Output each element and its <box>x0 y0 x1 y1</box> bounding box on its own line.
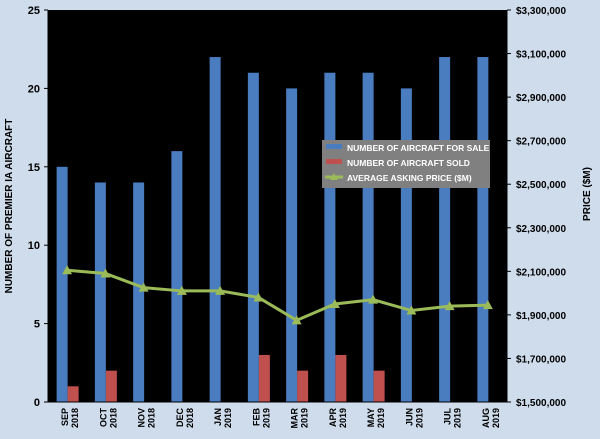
legend-label: NUMBER OF AIRCRAFT FOR SALE <box>347 143 490 153</box>
y2-tick-label: $2,100,000 <box>516 267 566 278</box>
bar-sold <box>373 370 385 402</box>
bar-sold <box>258 354 270 402</box>
marker-asking-price <box>215 285 226 295</box>
y-tick-label: 15 <box>28 162 40 174</box>
bar-for-sale <box>171 151 183 402</box>
marker-asking-price <box>482 300 493 310</box>
x-tick-label: FEB2019 <box>251 407 271 428</box>
plot-area <box>48 10 507 402</box>
bar-sold <box>297 370 309 402</box>
y-axis-title: NUMBER OF PREMIER IA AIRCRAFT <box>4 119 15 294</box>
x-tick-label: JUN2019 <box>404 408 424 428</box>
bar-for-sale <box>324 72 336 402</box>
x-tick-label: MAY2019 <box>366 408 386 428</box>
x-tick-label: AUG2019 <box>481 408 501 428</box>
x-tick-label: SEP2018 <box>60 408 80 428</box>
y2-tick-label: $3,100,000 <box>516 50 566 61</box>
marker-asking-price <box>138 282 149 292</box>
bar-sold <box>335 354 347 402</box>
legend-label: NUMBER OF AIRCRAFT SOLD <box>347 158 470 168</box>
y2-tick-label: $2,300,000 <box>516 224 566 235</box>
bar-for-sale <box>94 182 106 402</box>
x-tick-label: OCT2018 <box>98 408 118 429</box>
marker-asking-price <box>329 299 340 308</box>
x-tick-label: JUL2019 <box>443 408 463 429</box>
y-tick-label: 5 <box>34 319 40 331</box>
y2-tick-label: $2,900,000 <box>516 93 566 104</box>
x-tick-label: APR2019 <box>328 408 348 429</box>
bar-for-sale <box>286 88 298 403</box>
legend-box <box>322 140 490 188</box>
y-tick-label: 0 <box>34 397 40 409</box>
bar-for-sale <box>362 72 374 402</box>
x-tick-label: JAN2019 <box>213 408 233 428</box>
marker-asking-price <box>176 285 187 295</box>
bar-for-sale <box>400 88 412 403</box>
bar-for-sale <box>477 57 489 402</box>
line-asking-price <box>66 268 488 323</box>
marker-asking-price <box>291 315 302 325</box>
bar-for-sale <box>56 166 68 402</box>
marker-asking-price <box>62 265 73 275</box>
y2-tick-label: $1,900,000 <box>516 311 566 322</box>
marker-asking-price <box>444 301 455 311</box>
y-tick-label: 25 <box>28 5 40 17</box>
y2-tick-label: $3,300,000 <box>516 6 566 17</box>
y2-tick-label: $1,700,000 <box>516 354 566 365</box>
y2-axis-title: PRICE ($M) <box>582 167 593 221</box>
legend-label: AVERAGE ASKING PRICE ($M) <box>347 173 472 183</box>
bar-sold <box>67 386 79 402</box>
bar-for-sale <box>209 57 221 402</box>
bar-for-sale <box>133 182 145 402</box>
x-tick-label: MAR2019 <box>290 408 310 429</box>
y2-tick-label: $1,500,000 <box>516 398 566 409</box>
legend-swatch <box>326 159 342 164</box>
marker-asking-price <box>253 292 264 302</box>
y2-tick-label: $2,500,000 <box>516 180 566 191</box>
marker-asking-price <box>368 294 379 304</box>
x-tick-label: DEC2018 <box>175 408 195 429</box>
y-tick-label: 10 <box>28 240 40 252</box>
legend: NUMBER OF AIRCRAFT FOR SALE NUMBER OF AIR… <box>322 140 490 188</box>
bar-sold <box>105 370 117 402</box>
x-tick-label: NOV2018 <box>137 408 157 428</box>
bar-for-sale <box>247 72 259 402</box>
marker-asking-price <box>100 268 111 278</box>
legend-swatch-marker <box>330 173 338 180</box>
legend-swatch <box>326 144 342 149</box>
y-tick-label: 20 <box>28 83 40 95</box>
y2-tick-label: $2,700,000 <box>516 137 566 148</box>
marker-asking-price <box>406 305 417 315</box>
bar-for-sale <box>439 57 451 402</box>
